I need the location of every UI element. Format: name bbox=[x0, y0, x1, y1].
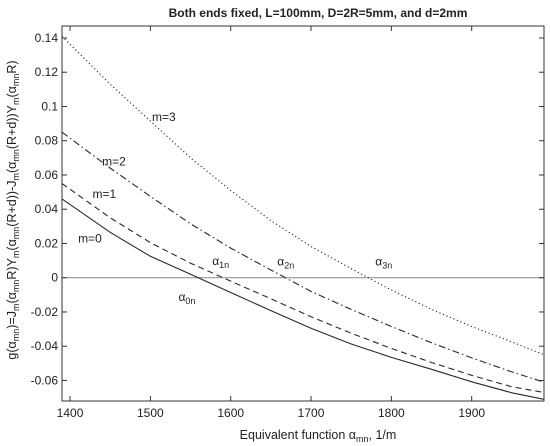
x-tick-label: 1800 bbox=[378, 406, 405, 420]
x-tick-label: 1500 bbox=[137, 406, 164, 420]
curve-annotation: m=0 bbox=[78, 232, 102, 246]
y-tick-label: 0.14 bbox=[35, 31, 59, 45]
y-tick-label: -0.06 bbox=[31, 373, 59, 387]
y-tick-label: 0.04 bbox=[35, 202, 59, 216]
curve-annotation: α0n bbox=[178, 290, 195, 306]
y-tick-label: 0.1 bbox=[41, 99, 58, 113]
series-line-m0 bbox=[61, 198, 545, 400]
curve-annotation: m=2 bbox=[102, 155, 126, 169]
x-axis-label-sub: mn bbox=[356, 434, 369, 444]
y-tick-label: 0.06 bbox=[35, 168, 59, 182]
curve-annotation: α3n bbox=[375, 255, 392, 271]
chart-title: Both ends fixed, L=100mm, D=2R=5mm, and … bbox=[169, 6, 468, 20]
y-tick-label: 0 bbox=[51, 271, 58, 285]
curve-annotation: m=3 bbox=[152, 110, 176, 124]
x-tick-label: 1600 bbox=[217, 406, 244, 420]
series-line-m1 bbox=[61, 183, 545, 393]
x-axis-label: Equivalent function αmn, 1/m bbox=[240, 428, 397, 444]
y-axis-label: g(αmn)=Jm(αmnR)Ym(αmn(R+d))-Jm(αmn(R+d))… bbox=[5, 60, 21, 359]
x-tick-label: 1700 bbox=[298, 406, 325, 420]
curve-annotation: α2n bbox=[277, 255, 294, 271]
curve-annotation: m=1 bbox=[93, 187, 117, 201]
plot-frame bbox=[61, 25, 545, 402]
curve-annotation: α1n bbox=[212, 254, 229, 270]
y-tick-label: -0.04 bbox=[31, 339, 59, 353]
y-tick-label: 0.12 bbox=[35, 65, 59, 79]
x-tick-label: 1900 bbox=[458, 406, 485, 420]
x-axis-label-main: Equivalent function α bbox=[240, 428, 356, 442]
x-tick-label: 1400 bbox=[57, 406, 84, 420]
y-tick-label: -0.02 bbox=[31, 305, 59, 319]
y-tick-label: 0.08 bbox=[35, 134, 59, 148]
y-tick-label: 0.02 bbox=[35, 236, 59, 250]
series-line-m2 bbox=[61, 131, 545, 383]
series-line-m3 bbox=[61, 35, 545, 356]
plot-area: 1400 1500 1600 1700 1800 1900 -0.06 -0.04 -0.02 0… bbox=[31, 25, 545, 420]
x-axis-label-tail: , 1/m bbox=[369, 428, 397, 442]
